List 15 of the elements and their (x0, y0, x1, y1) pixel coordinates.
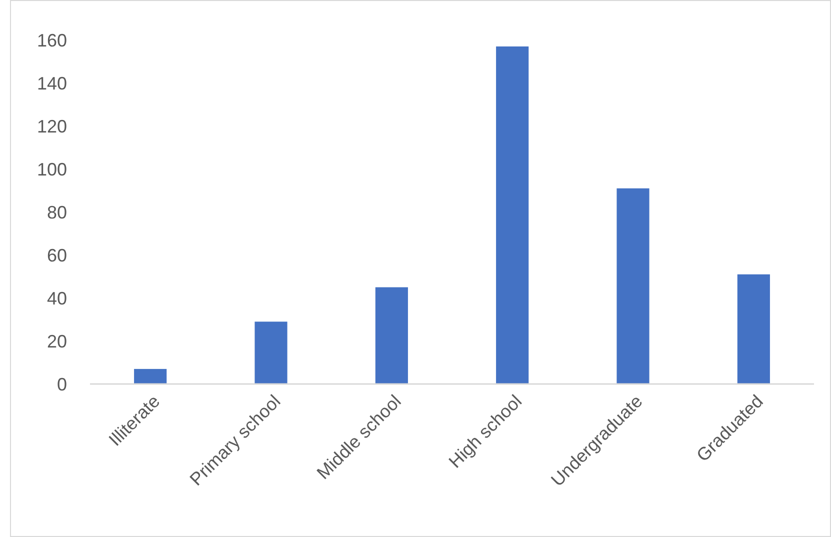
y-tick-label: 20 (46, 331, 67, 352)
y-tick-label: 60 (46, 245, 67, 266)
bar (737, 274, 770, 384)
bar (496, 46, 529, 384)
bar (616, 188, 650, 384)
y-tick-label: 40 (46, 288, 67, 308)
bar (254, 322, 288, 384)
y-tick-label: 120 (36, 116, 67, 136)
y-tick-label: 140 (36, 73, 67, 94)
y-tick-label: 80 (46, 202, 67, 222)
y-tick-label: 0 (56, 374, 67, 394)
bar (134, 368, 167, 384)
y-tick-label: 100 (36, 159, 67, 180)
bar (375, 287, 408, 384)
y-tick-label: 160 (36, 30, 67, 50)
